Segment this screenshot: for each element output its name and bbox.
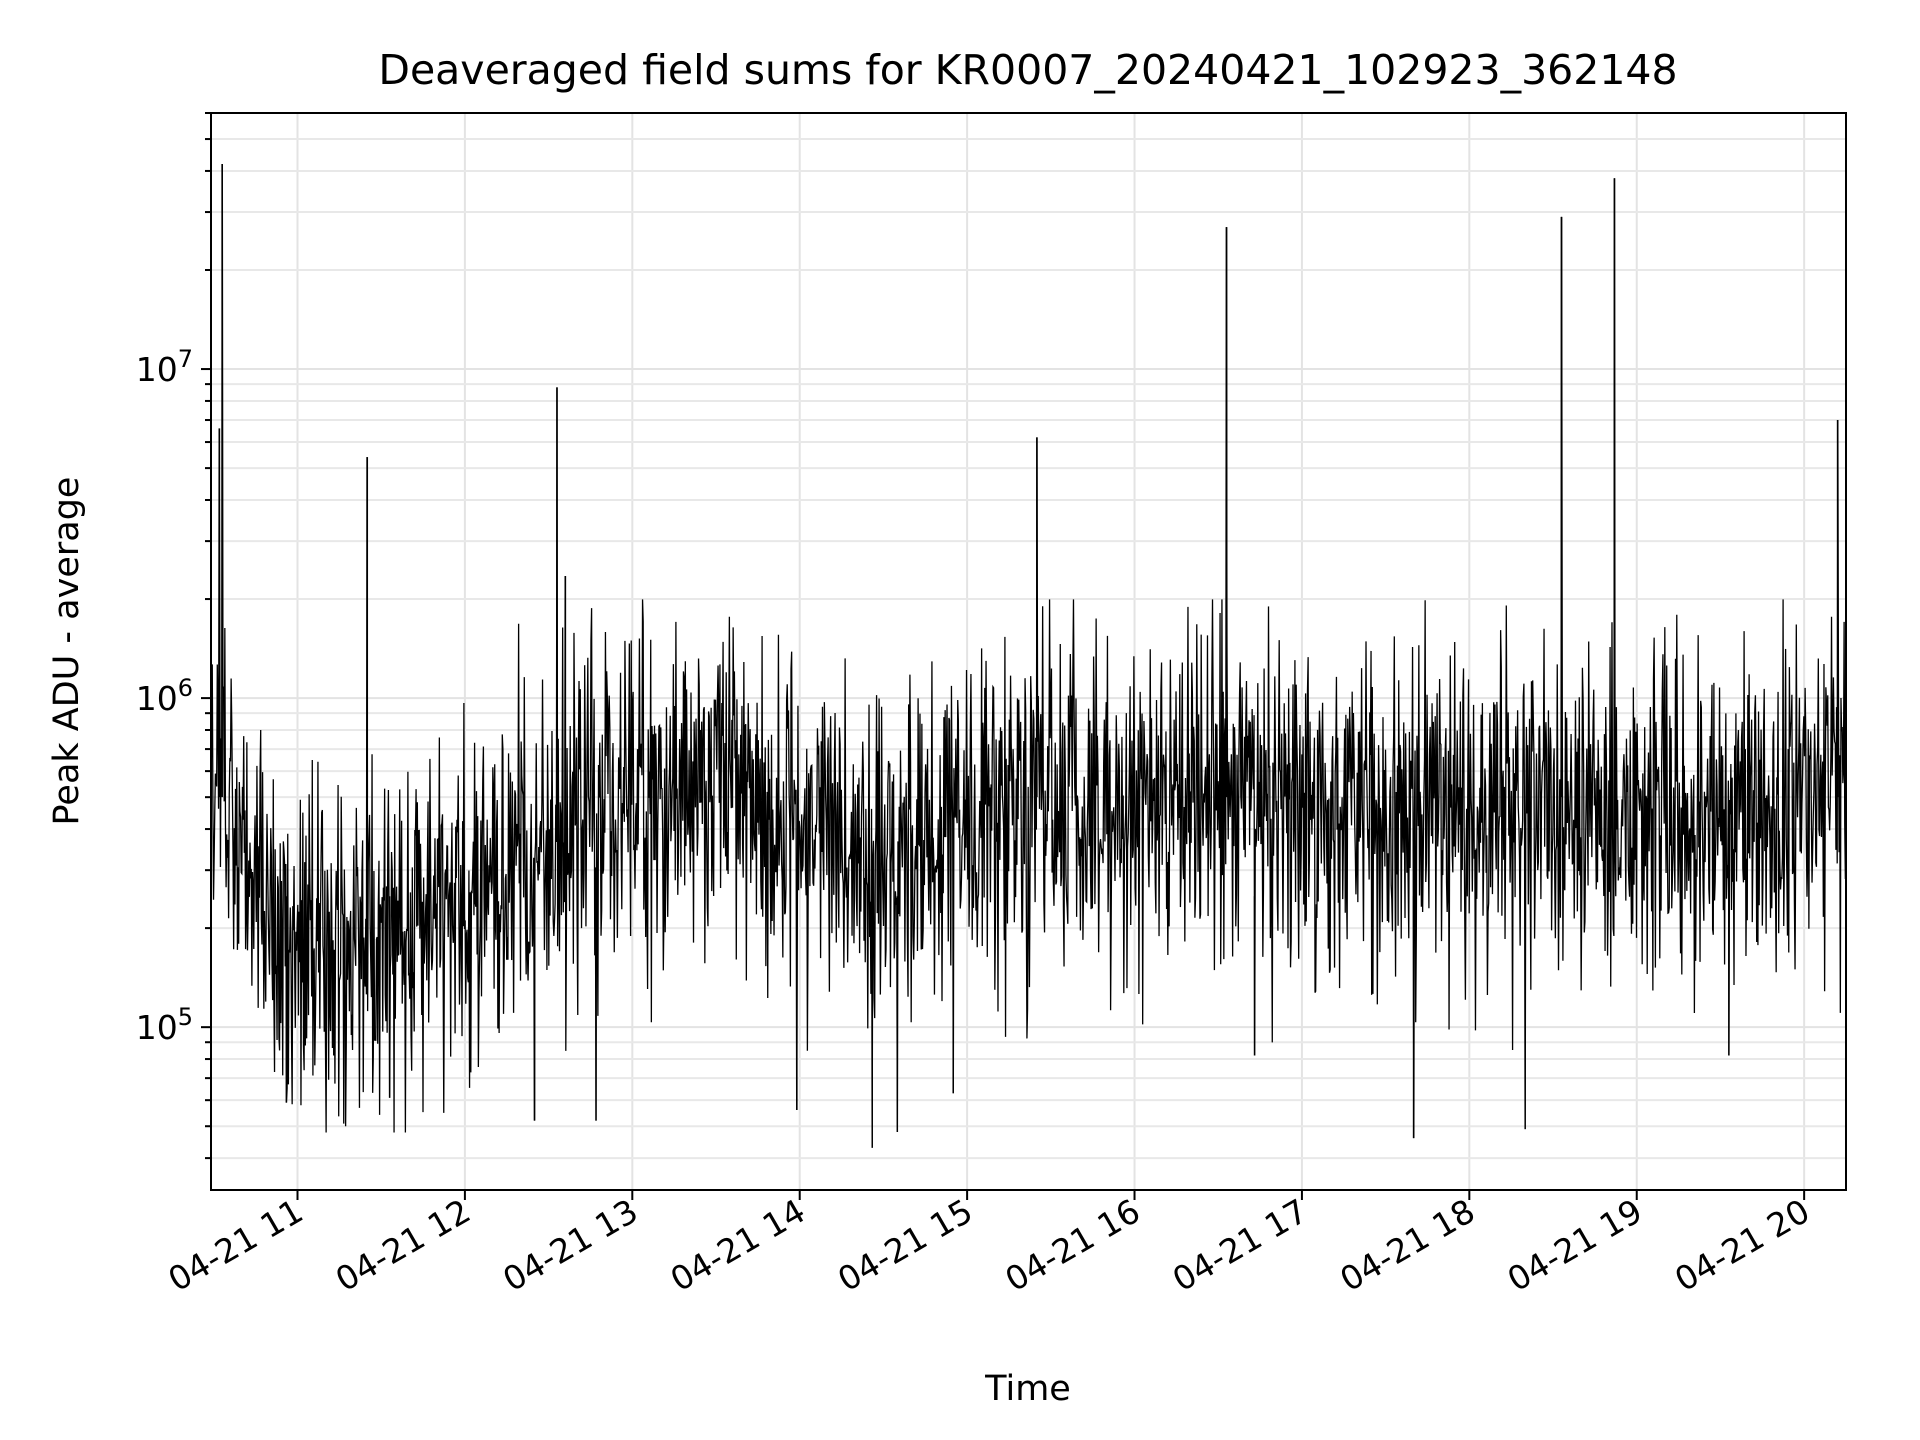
y-tick-label: 105 bbox=[136, 1003, 193, 1047]
y-axis-label: Peak ADU - average bbox=[47, 477, 87, 826]
data-series-line bbox=[210, 163, 1847, 1148]
axes-frame bbox=[210, 112, 1847, 1191]
y-tick-exponent: 7 bbox=[178, 345, 193, 373]
y-tick-label: 107 bbox=[136, 345, 193, 389]
y-tick-base: 10 bbox=[136, 679, 178, 718]
chart-title: Deaveraged field sums for KR0007_2024042… bbox=[378, 46, 1677, 94]
plot-area bbox=[210, 163, 1847, 1148]
y-tick-label: 106 bbox=[136, 674, 193, 718]
y-tick-exponent: 5 bbox=[178, 1003, 193, 1031]
y-tick-exponent: 6 bbox=[178, 674, 193, 702]
x-axis-label: Time bbox=[984, 1369, 1071, 1409]
y-tick-base: 10 bbox=[136, 1008, 178, 1047]
y-tick-base: 10 bbox=[136, 350, 178, 389]
